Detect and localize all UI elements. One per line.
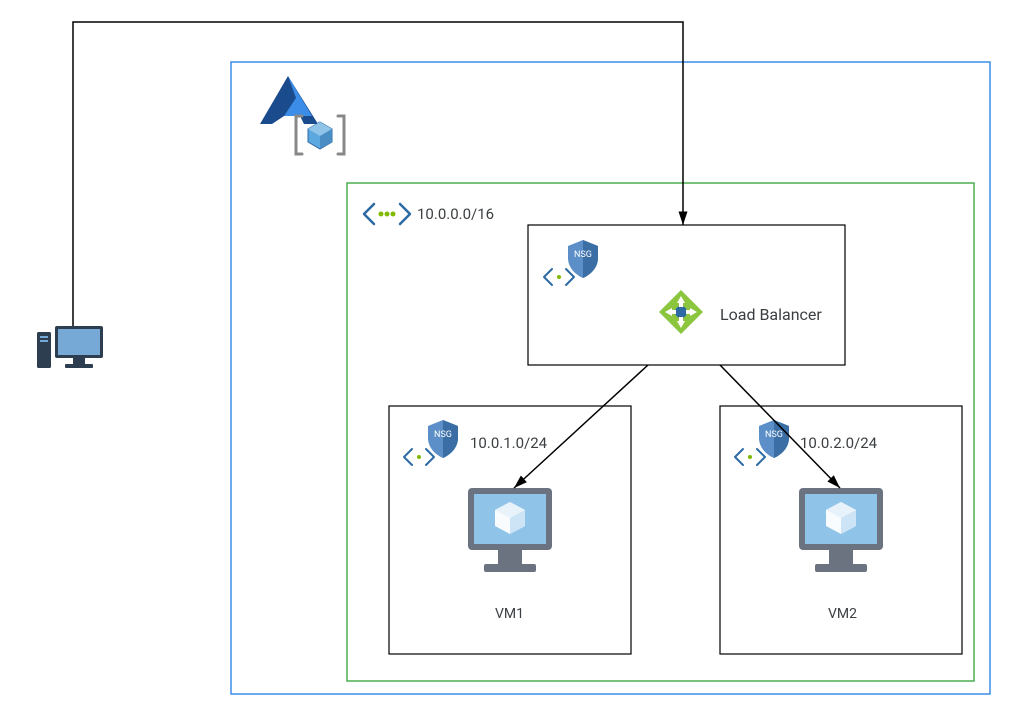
- load-balancer-icon: [659, 290, 703, 334]
- nsg-text: NSG: [574, 250, 592, 260]
- edge-lb-vm2: [720, 365, 840, 488]
- subnet2-cidr-label: 10.0.2.0/24: [800, 434, 878, 452]
- vm2-label: VM2: [828, 606, 857, 622]
- client-icon: [37, 326, 103, 368]
- edge-client-lb: [73, 22, 683, 326]
- nsg-vm1-icon: NSG: [404, 420, 458, 465]
- load-balancer-label: Load Balancer: [720, 305, 822, 324]
- nsg-text: NSG: [434, 430, 452, 440]
- azure-boundary: [231, 62, 990, 694]
- subnet1-cidr-label: 10.0.1.0/24: [470, 434, 548, 452]
- vnet-icon: [364, 204, 410, 224]
- nsg-text: NSG: [765, 430, 783, 440]
- nsg-lb-icon: NSG: [544, 240, 598, 285]
- architecture-diagram: 10.0.0.0/16 NSG Load Balancer: [0, 0, 1024, 722]
- vm1-label: VM1: [495, 606, 524, 622]
- vnet-cidr-label: 10.0.0.0/16: [417, 205, 494, 223]
- azure-logo-icon: [260, 76, 318, 124]
- vm1-icon: [468, 488, 552, 572]
- vm2-icon: [799, 488, 883, 572]
- edge-lb-vm1: [514, 365, 648, 488]
